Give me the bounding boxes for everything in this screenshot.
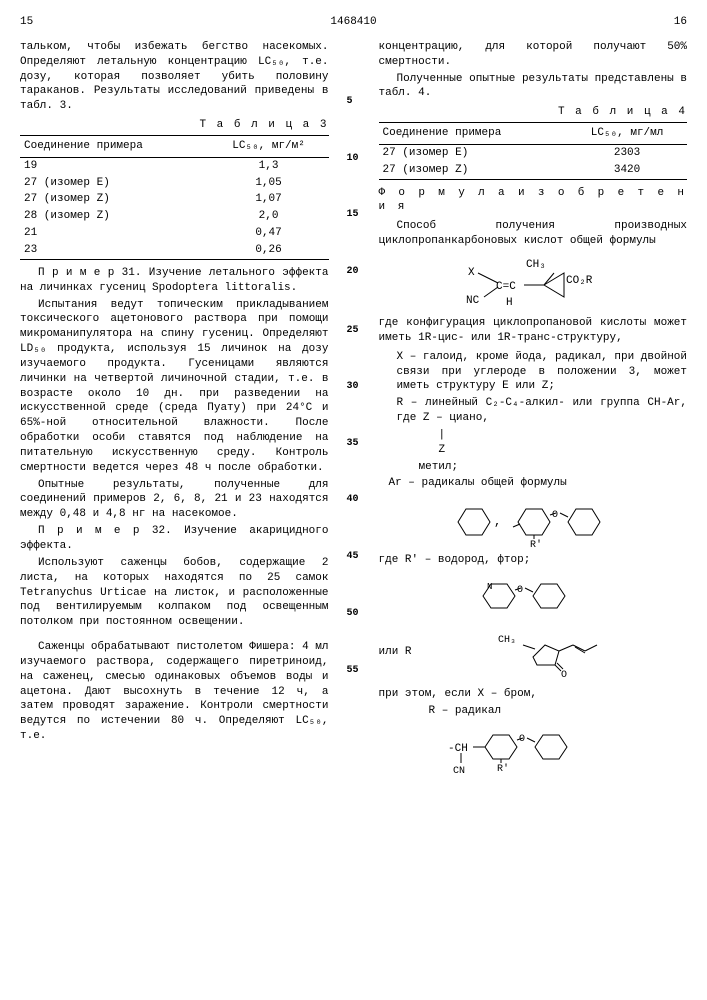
para-r-radical: R – радикал [379,704,688,719]
svg-text:CH₃: CH₃ [498,635,516,646]
svg-text:O: O [552,510,558,521]
line-num: 25 [347,324,359,338]
line-number-gutter: 5 10 15 20 25 30 35 40 45 50 55 [347,40,361,786]
svg-text:CH₃: CH₃ [526,259,546,271]
para-beans: Используют саженцы бобов, содержащие 2 л… [20,556,329,630]
tbl3-r3c1: 28 (изомер Z) [20,208,209,225]
tbl3-r4c2: 0,47 [209,225,329,242]
page-num-right: 16 [674,15,687,30]
table4: Соединение примера LC₅₀, мг/мл 27 (изоме… [379,122,688,180]
para-if-brom: при этом, если X – бром, [379,687,688,702]
tbl3-r5c2: 0,26 [209,242,329,259]
cyclopropane-structure-icon: X CH₃ NC C=C H CO₂R [458,255,608,310]
def-ar: Ar – радикалы общей формулы [379,476,688,491]
table3-title: Т а б л и ц а 3 [20,118,329,133]
line-num: 45 [347,550,359,564]
line-num: 5 [347,95,353,109]
para-fisher: Саженцы обрабатывают пистолетом Фишера: … [20,640,329,744]
line-num: 35 [347,437,359,451]
ar-structure-1: , O R′ [379,497,688,547]
svg-text:N: N [487,582,492,592]
line-num: 55 [347,664,359,678]
svg-text:O: O [561,670,567,677]
structure-formula-main: X CH₃ NC C=C H CO₂R [379,255,688,310]
tbl3-r1c1: 27 (изомер E) [20,175,209,192]
tbl4-r0c2: 2303 [567,144,687,161]
tbl4-r1c2: 3420 [567,162,687,179]
para-intro: тальком, чтобы избежать бегство насекомы… [20,40,329,114]
table3: Соединение примера LC₅₀, мг/м² 191,3 27 … [20,135,329,260]
para-method-claim: Способ получения производных циклопропан… [379,219,688,249]
tbl3-r2c2: 1,07 [209,191,329,208]
para-method: Испытания ведут топическим прикладывание… [20,298,329,476]
def-r: R – линейный C₂-C₄-алкил- или группа CH-… [379,396,688,426]
cyano-diphenyl-icon: -CH CN O R′ [443,725,623,780]
patent-number: 1468410 [330,15,376,30]
def-x: X – галоид, кроме йода, радикал, при дво… [379,350,688,395]
example31-title: П р и м е р 31. Изучение летального эффе… [20,266,329,296]
svg-text:-CH: -CH [448,743,468,755]
tbl3-r5c1: 23 [20,242,209,259]
definition-list: X – галоид, кроме йода, радикал, при дво… [379,350,688,492]
line-num: 40 [347,493,359,507]
svg-text:H: H [506,297,513,309]
def-z-label: |Z [379,428,688,458]
example32-title: П р и м е р 32. Изучение акарицидного эф… [20,524,329,554]
pyridyl-ether-icon: N O [463,574,603,619]
svg-text:O: O [517,585,523,596]
formula-heading: Ф о р м у л а и з о б р е т е н и я [379,186,688,216]
svg-text:R′: R′ [530,539,542,547]
para-conc: концентрацию, для которой получают 50% с… [379,40,688,70]
para-results2: Полученные опытные результаты представле… [379,72,688,102]
final-structure: -CH CN O R′ [379,725,688,780]
diphenyl-ether-icon: , O R′ [438,497,628,547]
tbl3-head-2: LC₅₀, мг/м² [209,135,329,157]
svg-text:,: , [494,515,501,529]
tbl4-head-2: LC₅₀, мг/мл [567,123,687,145]
line-num: 15 [347,208,359,222]
ar-structure-2: N O [379,574,688,619]
or-label: или R [379,645,412,660]
table4-title: Т а б л и ц а 4 [379,105,688,120]
two-column-layout: тальком, чтобы избежать бегство насекомы… [20,40,687,786]
tbl3-head-1: Соединение примера [20,135,209,157]
def-methyl: метил; [379,460,688,475]
line-num: 50 [347,607,359,621]
or-r-structure: или R CH₃ O [379,625,688,679]
line-num: 20 [347,265,359,279]
para-results: Опытные результаты, полученные для соеди… [20,478,329,523]
tbl3-r3c2: 2,0 [209,208,329,225]
svg-text:CO₂R: CO₂R [566,275,593,287]
line-num: 30 [347,380,359,394]
line-num: 10 [347,152,359,166]
tbl3-r4c1: 21 [20,225,209,242]
svg-text:R′: R′ [497,763,509,775]
tbl3-r1c2: 1,05 [209,175,329,192]
tbl3-r0c2: 1,3 [209,157,329,174]
svg-text:CN: CN [453,766,465,777]
para-r-prime: где R′ – водород, фтор; [379,553,688,568]
tbl4-r0c1: 27 (изомер E) [379,144,568,161]
cyclopentenone-icon: CH₃ O [493,627,613,677]
tbl4-r1c1: 27 (изомер Z) [379,162,568,179]
page-header: 15 1468410 16 [20,15,687,30]
page-num-left: 15 [20,15,33,30]
svg-text:NC: NC [466,295,480,307]
right-column: концентрацию, для которой получают 50% с… [379,40,688,786]
para-config: где конфигурация циклопропановой кислоты… [379,316,688,346]
tbl4-head-1: Соединение примера [379,123,568,145]
tbl3-r0c1: 19 [20,157,209,174]
left-column: тальком, чтобы избежать бегство насекомы… [20,40,329,786]
svg-text:X: X [468,267,475,279]
svg-text:C=C: C=C [496,281,516,293]
tbl3-r2c1: 27 (изомер Z) [20,191,209,208]
